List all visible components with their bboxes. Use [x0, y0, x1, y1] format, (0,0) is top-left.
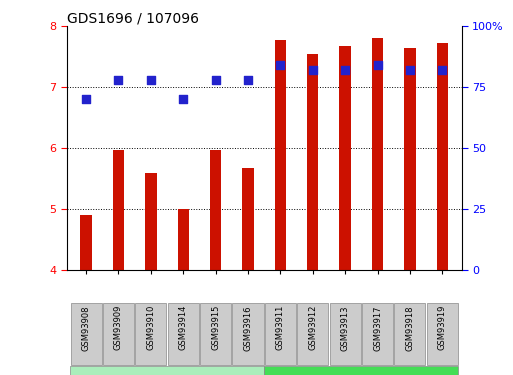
FancyBboxPatch shape — [232, 303, 264, 365]
Bar — [210, 150, 221, 270]
Point — [179, 96, 187, 102]
Bar — [307, 54, 319, 270]
Bar — [437, 43, 448, 270]
Bar — [275, 40, 286, 270]
FancyBboxPatch shape — [394, 303, 425, 365]
FancyBboxPatch shape — [103, 303, 134, 365]
Bar — [372, 39, 383, 270]
Bar — [113, 150, 124, 270]
Bar — [404, 48, 416, 270]
Text: GSM93914: GSM93914 — [179, 305, 188, 350]
FancyBboxPatch shape — [427, 303, 458, 365]
Bar — [340, 46, 351, 270]
Point — [406, 67, 414, 73]
FancyBboxPatch shape — [362, 303, 393, 365]
Bar — [177, 209, 189, 270]
Text: GSM93915: GSM93915 — [211, 305, 220, 350]
Point — [341, 67, 349, 73]
FancyBboxPatch shape — [135, 303, 166, 365]
Text: GSM93912: GSM93912 — [308, 305, 317, 350]
Text: GSM93917: GSM93917 — [373, 305, 382, 351]
Text: GDS1696 / 107096: GDS1696 / 107096 — [67, 11, 199, 25]
Point — [82, 96, 90, 102]
Point — [277, 62, 285, 68]
FancyBboxPatch shape — [70, 366, 264, 375]
Point — [309, 67, 317, 73]
Text: GSM93919: GSM93919 — [438, 305, 447, 350]
Text: GSM93913: GSM93913 — [341, 305, 350, 351]
Text: GSM93908: GSM93908 — [82, 305, 91, 351]
FancyBboxPatch shape — [71, 303, 102, 365]
Point — [244, 77, 252, 83]
Bar — [145, 172, 156, 270]
Text: GSM93916: GSM93916 — [244, 305, 252, 351]
Point — [211, 77, 220, 83]
Bar — [242, 168, 253, 270]
FancyBboxPatch shape — [265, 303, 296, 365]
Text: GSM93910: GSM93910 — [146, 305, 155, 350]
Bar — [81, 215, 92, 270]
FancyBboxPatch shape — [297, 303, 328, 365]
FancyBboxPatch shape — [264, 366, 459, 375]
FancyBboxPatch shape — [329, 303, 361, 365]
Text: GSM93918: GSM93918 — [405, 305, 415, 351]
Point — [147, 77, 155, 83]
FancyBboxPatch shape — [200, 303, 231, 365]
Text: GSM93909: GSM93909 — [114, 305, 123, 350]
Point — [114, 77, 123, 83]
Point — [438, 67, 446, 73]
FancyBboxPatch shape — [168, 303, 199, 365]
Point — [373, 62, 382, 68]
Text: GSM93911: GSM93911 — [276, 305, 285, 350]
